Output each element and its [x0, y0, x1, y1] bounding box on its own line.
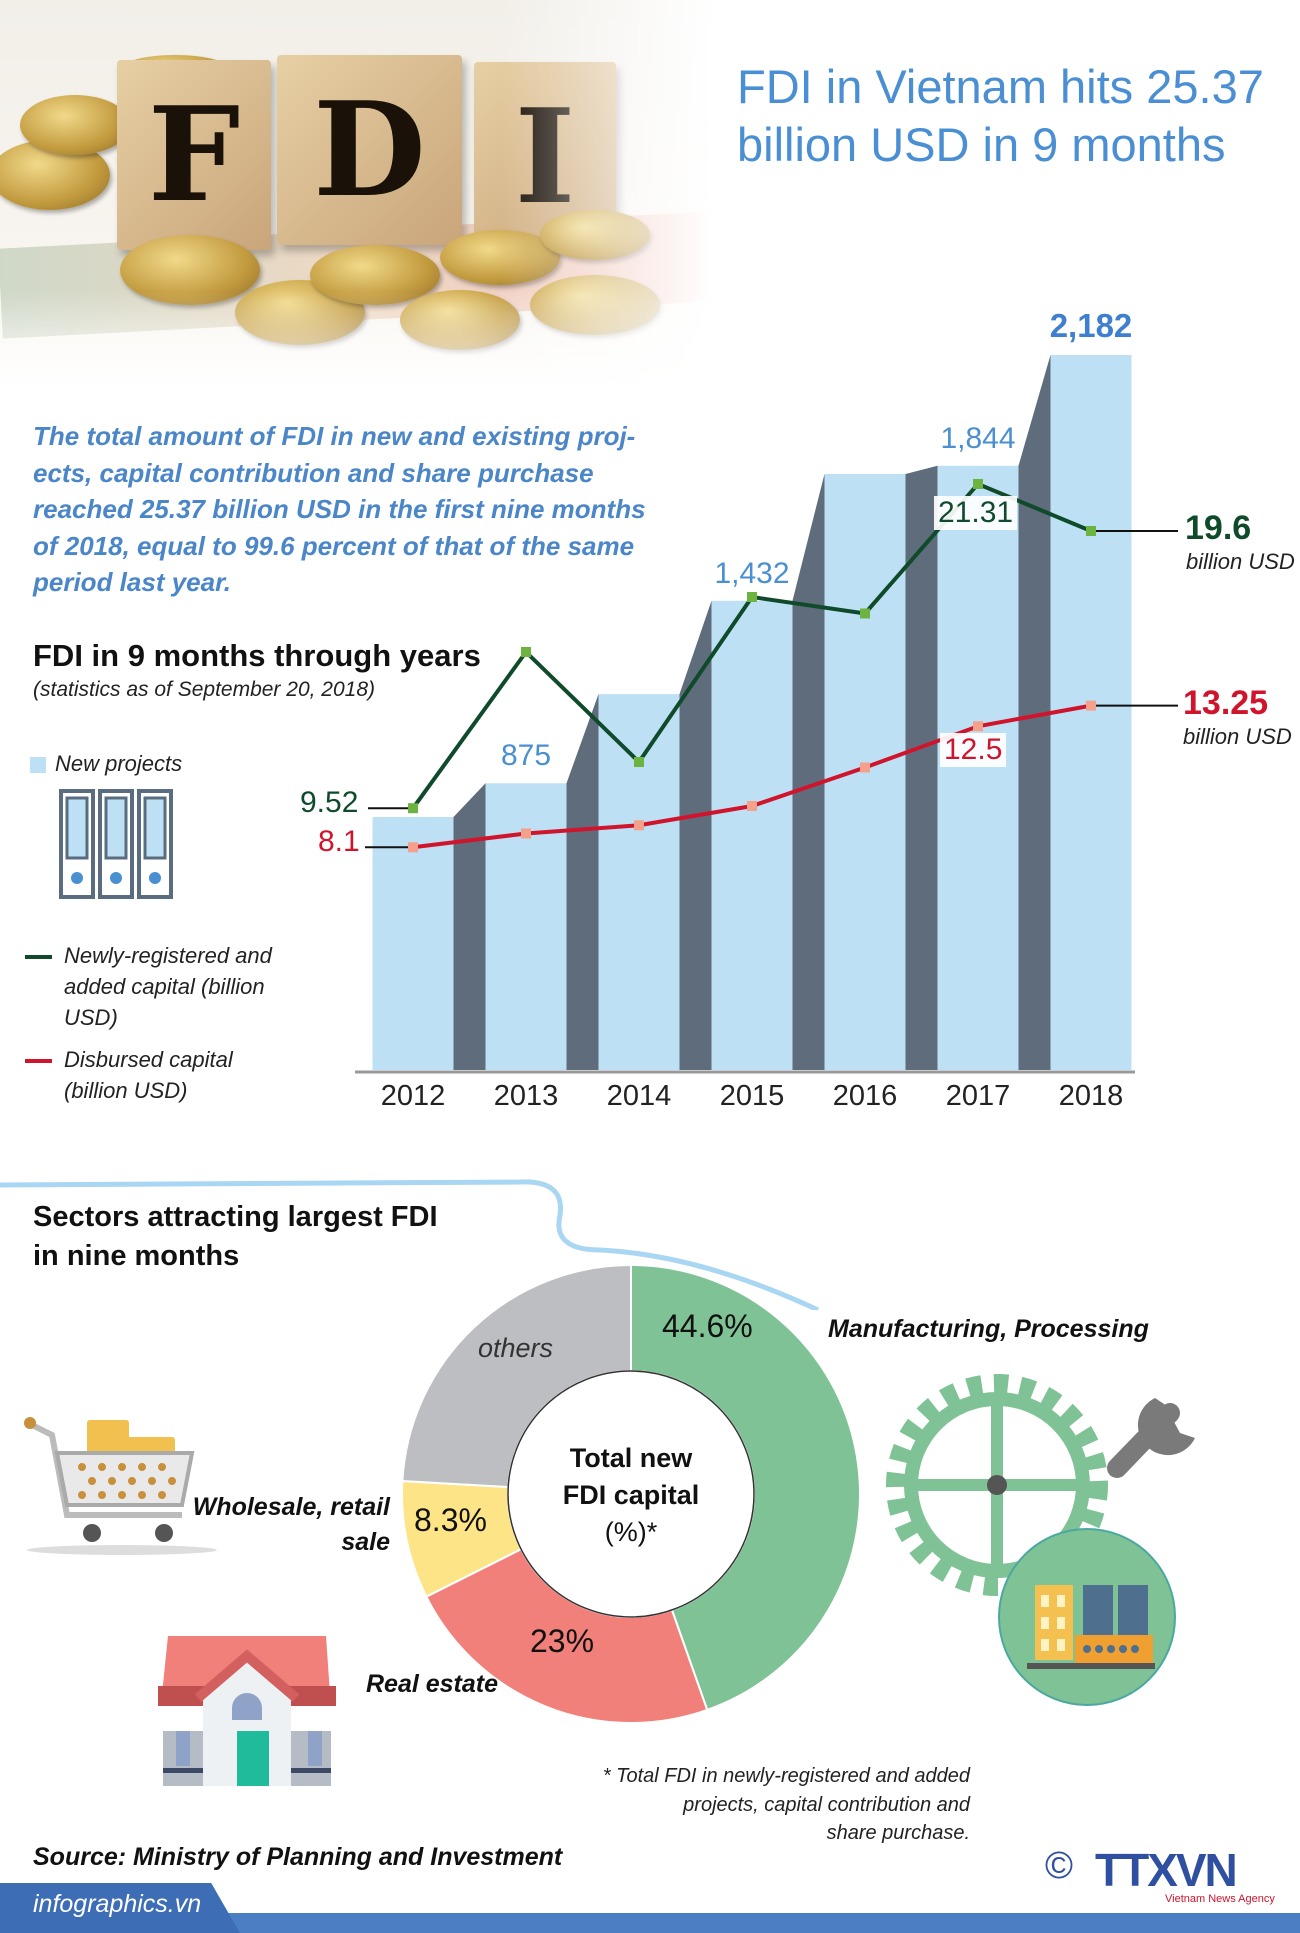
ttxvn-logo: © TTXVN Vietnam News Agency [1045, 1843, 1275, 1909]
slice-label-manufacturing: 44.6% [662, 1308, 753, 1344]
line-label-2017-disbursed: 12.5 [940, 733, 1007, 767]
footnote-line: share purchase. [826, 1822, 970, 1844]
line-label-2012-newly: 9.52 [300, 786, 359, 820]
newly-registered-point-2012 [408, 803, 418, 814]
donut-hole [507, 1370, 755, 1618]
sectors-title-line1: Sectors attracting largest FDI [33, 1201, 438, 1233]
chart-title: FDI in 9 months through years [33, 638, 481, 673]
bar-value-label-2018: 2,182 [1049, 307, 1133, 344]
bar-shadow [1018, 355, 1051, 1070]
line-label-2012-disbursed: 8.1 [318, 825, 360, 859]
center-line: Total new [569, 1443, 693, 1473]
shopping-cart-icon [24, 1417, 217, 1555]
year-label-2013: 2013 [493, 1080, 559, 1112]
newly-registered-point-2015 [747, 592, 757, 602]
slice-label-wholesale: 8.3% [414, 1502, 487, 1538]
center-line: FDI capital [562, 1480, 700, 1510]
disbursed-point-2013 [521, 828, 531, 839]
footnote-line: * Total FDI in newly-registered and adde… [602, 1765, 970, 1787]
year-label-2017: 2017 [945, 1080, 1011, 1112]
sectors-title-line2: in nine months [33, 1240, 240, 1272]
center-line: (%)* [604, 1517, 658, 1547]
decorative-curve [0, 1179, 820, 1310]
intro-text: The total amount of FDI in new and exist… [33, 421, 646, 597]
bar-2014 [598, 694, 680, 1070]
legend-disbursed: Disbursed capital (billion USD) [64, 1047, 233, 1103]
newly-registered-point-2013 [521, 647, 531, 657]
bar-2013 [485, 783, 567, 1070]
footnote-line: projects, capital contribution and [683, 1793, 970, 1816]
house-icon [158, 1636, 336, 1786]
year-label-2016: 2016 [832, 1080, 898, 1112]
newly-registered-point-2014 [634, 757, 644, 767]
disbursed-point-2015 [747, 801, 757, 811]
sector-wholesale-line2: sale [341, 1528, 390, 1556]
footer-bar [0, 1913, 1300, 1933]
bar-2012 [372, 817, 454, 1070]
disbursed-point-2014 [634, 820, 644, 831]
sector-real-estate: Real estate [366, 1670, 499, 1698]
header-photo: F D I [0, 0, 715, 388]
footnote: * Total FDI in newly-registered and adde… [540, 1762, 970, 1848]
legend-swatch-new-projects [30, 757, 46, 773]
bar-2015 [711, 600, 793, 1070]
bar-shadow [679, 600, 712, 1070]
donut-center-label: Total new FDI capital (%)* [531, 1440, 731, 1551]
unit-label-newly: billion USD [1186, 549, 1295, 574]
sector-wholesale: Wholesale, retail sale [190, 1493, 390, 1557]
site-link[interactable]: infographics.vn [33, 1890, 202, 1918]
newly-registered-point-2017 [973, 478, 983, 489]
bar-value-label-2015: 1,432 [714, 556, 790, 590]
page-title: FDI in Vietnam hits 25.37 billion USD in… [737, 60, 1264, 171]
factory-icon [998, 1528, 1176, 1706]
bar-2017 [937, 465, 1019, 1070]
sector-manufacturing: Manufacturing, Processing [828, 1315, 1149, 1343]
legend-newly-registered: Newly-registered and added capital (bill… [64, 943, 272, 1030]
line-label-2018-newly: 19.6 [1185, 509, 1252, 547]
unit-label-disbursed: billion USD [1183, 723, 1292, 749]
slice-label-real-estate: 23% [530, 1623, 595, 1659]
disbursed-point-2018 [1086, 700, 1096, 711]
logo-text: TTXVN [1095, 1844, 1238, 1896]
legend-new-projects: New projects [55, 751, 183, 776]
year-label-2014: 2014 [606, 1080, 672, 1112]
logo-subtitle: Vietnam News Agency [1165, 1893, 1275, 1906]
newly-registered-point-2018 [1086, 526, 1096, 536]
year-label-2018: 2018 [1058, 1080, 1124, 1112]
disbursed-point-2012 [408, 842, 418, 853]
bar-value-label-2013: 875 [500, 739, 552, 773]
year-label-2012: 2012 [380, 1080, 446, 1112]
bar-value-label-2017: 1,844 [940, 421, 1016, 455]
legend-swatch-disbursed [25, 1059, 52, 1063]
disbursed-point-2017 [973, 721, 983, 732]
bar-shadow [792, 473, 825, 1070]
fdi-chart [355, 355, 1178, 1074]
gear-wrench-icon [886, 1374, 1195, 1596]
sector-donut-chart [401, 1263, 861, 1724]
newly-registered-point-2016 [860, 608, 870, 619]
sector-wholesale-line1: Wholesale, retail [192, 1493, 390, 1521]
sectors-title: Sectors attracting largest FDI in nine m… [33, 1198, 438, 1276]
legend-swatch-newly-registered [25, 955, 52, 959]
bar-shadow [905, 465, 938, 1070]
chart-subtitle: (statistics as of September 20, 2018) [33, 678, 375, 701]
source: Source: Ministry of Planning and Investm… [33, 1843, 563, 1871]
year-label-2015: 2015 [719, 1080, 785, 1112]
bar-shadow [566, 694, 599, 1070]
line-label-2017-newly: 21.31 [934, 496, 1018, 530]
copyright-icon: © [1045, 1845, 1073, 1887]
footer-tab [0, 1883, 240, 1933]
disbursed-point-2016 [860, 762, 870, 773]
line-label-2018-disbursed: 13.25 [1183, 683, 1269, 722]
bar-shadow [453, 783, 486, 1070]
binder-icon [59, 789, 173, 899]
slice-label-others: others [478, 1333, 554, 1363]
